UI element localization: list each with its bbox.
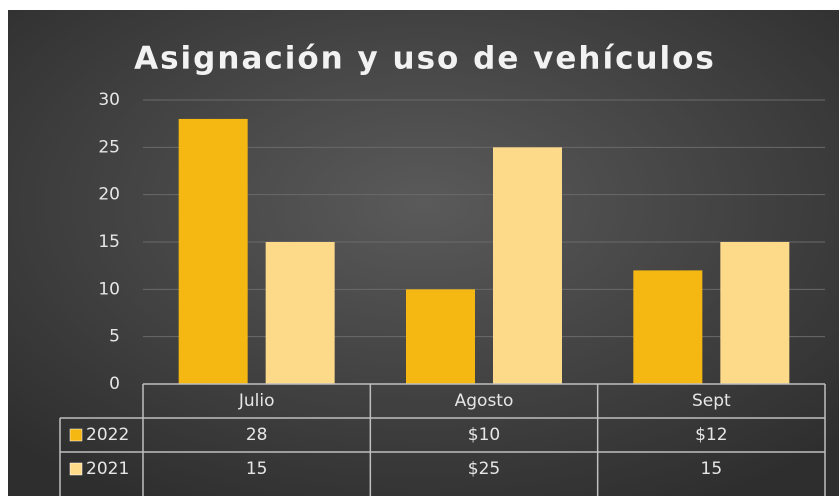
x-tick-label: Agosto	[455, 391, 514, 411]
chart-background	[8, 10, 839, 496]
y-tick-label: 5	[109, 327, 120, 347]
y-tick-label: 25	[98, 137, 120, 157]
legend-swatch	[69, 462, 83, 476]
bar-shade	[269, 246, 331, 380]
x-tick-label: Julio	[238, 391, 275, 411]
bar-shade	[724, 246, 786, 380]
y-tick-label: 10	[98, 279, 120, 299]
table-value: $10	[468, 425, 500, 445]
table-value: 28	[246, 425, 268, 445]
y-tick-label: 0	[109, 374, 120, 394]
bar-shade	[637, 274, 699, 380]
chart-title: Asignación y uso de vehículos	[134, 41, 716, 77]
table-value: 15	[246, 459, 268, 479]
legend-label: 2021	[86, 459, 129, 479]
y-tick-label: 30	[98, 90, 120, 110]
table-value: 15	[701, 459, 723, 479]
x-tick-label: Sept	[692, 391, 731, 411]
table-value: $12	[695, 425, 727, 445]
y-tick-label: 15	[98, 232, 120, 252]
y-tick-label: 20	[98, 185, 120, 205]
table-value: $25	[468, 459, 500, 479]
bar-shade	[182, 122, 244, 380]
legend-swatch	[69, 428, 83, 442]
bar-shade	[497, 151, 558, 380]
legend-label: 2022	[86, 425, 129, 445]
bar-shade	[410, 293, 471, 380]
